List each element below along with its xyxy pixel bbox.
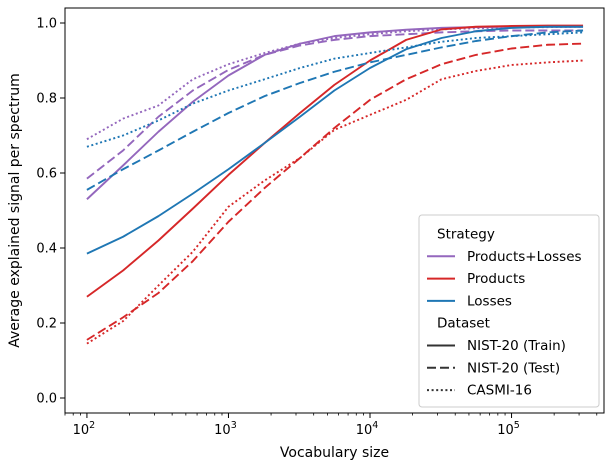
x-axis: 102 103 104 105 [64, 413, 598, 438]
series-layer [86, 24, 584, 345]
x-tick-exponent: 5 [514, 420, 520, 431]
y-axis-label: Average explained signal per spectrum [7, 73, 23, 347]
series-line-products-losses-casmi-16 [86, 25, 584, 141]
x-tick-label: 103 [214, 420, 237, 438]
y-tick-label: 0.0 [36, 392, 57, 407]
series-line-products-losses-nist-20-test- [86, 29, 584, 180]
legend-box [418, 214, 600, 408]
y-tick-label: 0.4 [36, 242, 57, 257]
plot-frame [64, 7, 605, 414]
x-tick-exponent: 3 [231, 420, 237, 431]
legend-strategy-title: Strategy [437, 227, 495, 243]
legend-item-label: NIST-20 (Train) [467, 338, 566, 354]
y-axis: 0.0 0.2 0.4 0.6 0.8 1.0 [36, 17, 65, 407]
y-tick-label: 0.8 [36, 92, 57, 107]
series-line-products-losses-nist-20-train- [86, 25, 584, 200]
series-line-products-nist-20-train- [86, 24, 584, 298]
legend-dataset-title: Dataset [437, 316, 490, 332]
y-tick-label: 0.2 [36, 317, 57, 332]
x-tick-exponent: 4 [372, 420, 378, 431]
legend-item-label: CASMI-16 [467, 383, 532, 399]
series-line-losses-nist-20-test- [86, 29, 584, 191]
series-line-products-casmi-16 [86, 59, 584, 345]
legend-item-label: NIST-20 (Test) [467, 360, 560, 376]
legend: Strategy Products+Losses Products Losses Dat… [418, 214, 600, 408]
series-line-losses-casmi-16 [86, 31, 584, 148]
x-tick-label: 104 [356, 420, 379, 438]
x-axis-label: Vocabulary size [280, 445, 389, 461]
series-line-products-nist-20-test- [86, 42, 584, 341]
x-tick-label: 102 [73, 420, 96, 438]
x-tick-exponent: 2 [89, 420, 95, 431]
y-tick-label: 0.6 [36, 167, 57, 182]
x-tick-label: 105 [497, 420, 520, 438]
legend-item-label: Products+Losses [467, 249, 582, 265]
legend-item-label: Products [467, 271, 525, 287]
y-tick-label: 1.0 [36, 17, 57, 32]
series-line-losses-nist-20-train- [86, 25, 584, 255]
legend-item-label: Losses [467, 293, 512, 309]
